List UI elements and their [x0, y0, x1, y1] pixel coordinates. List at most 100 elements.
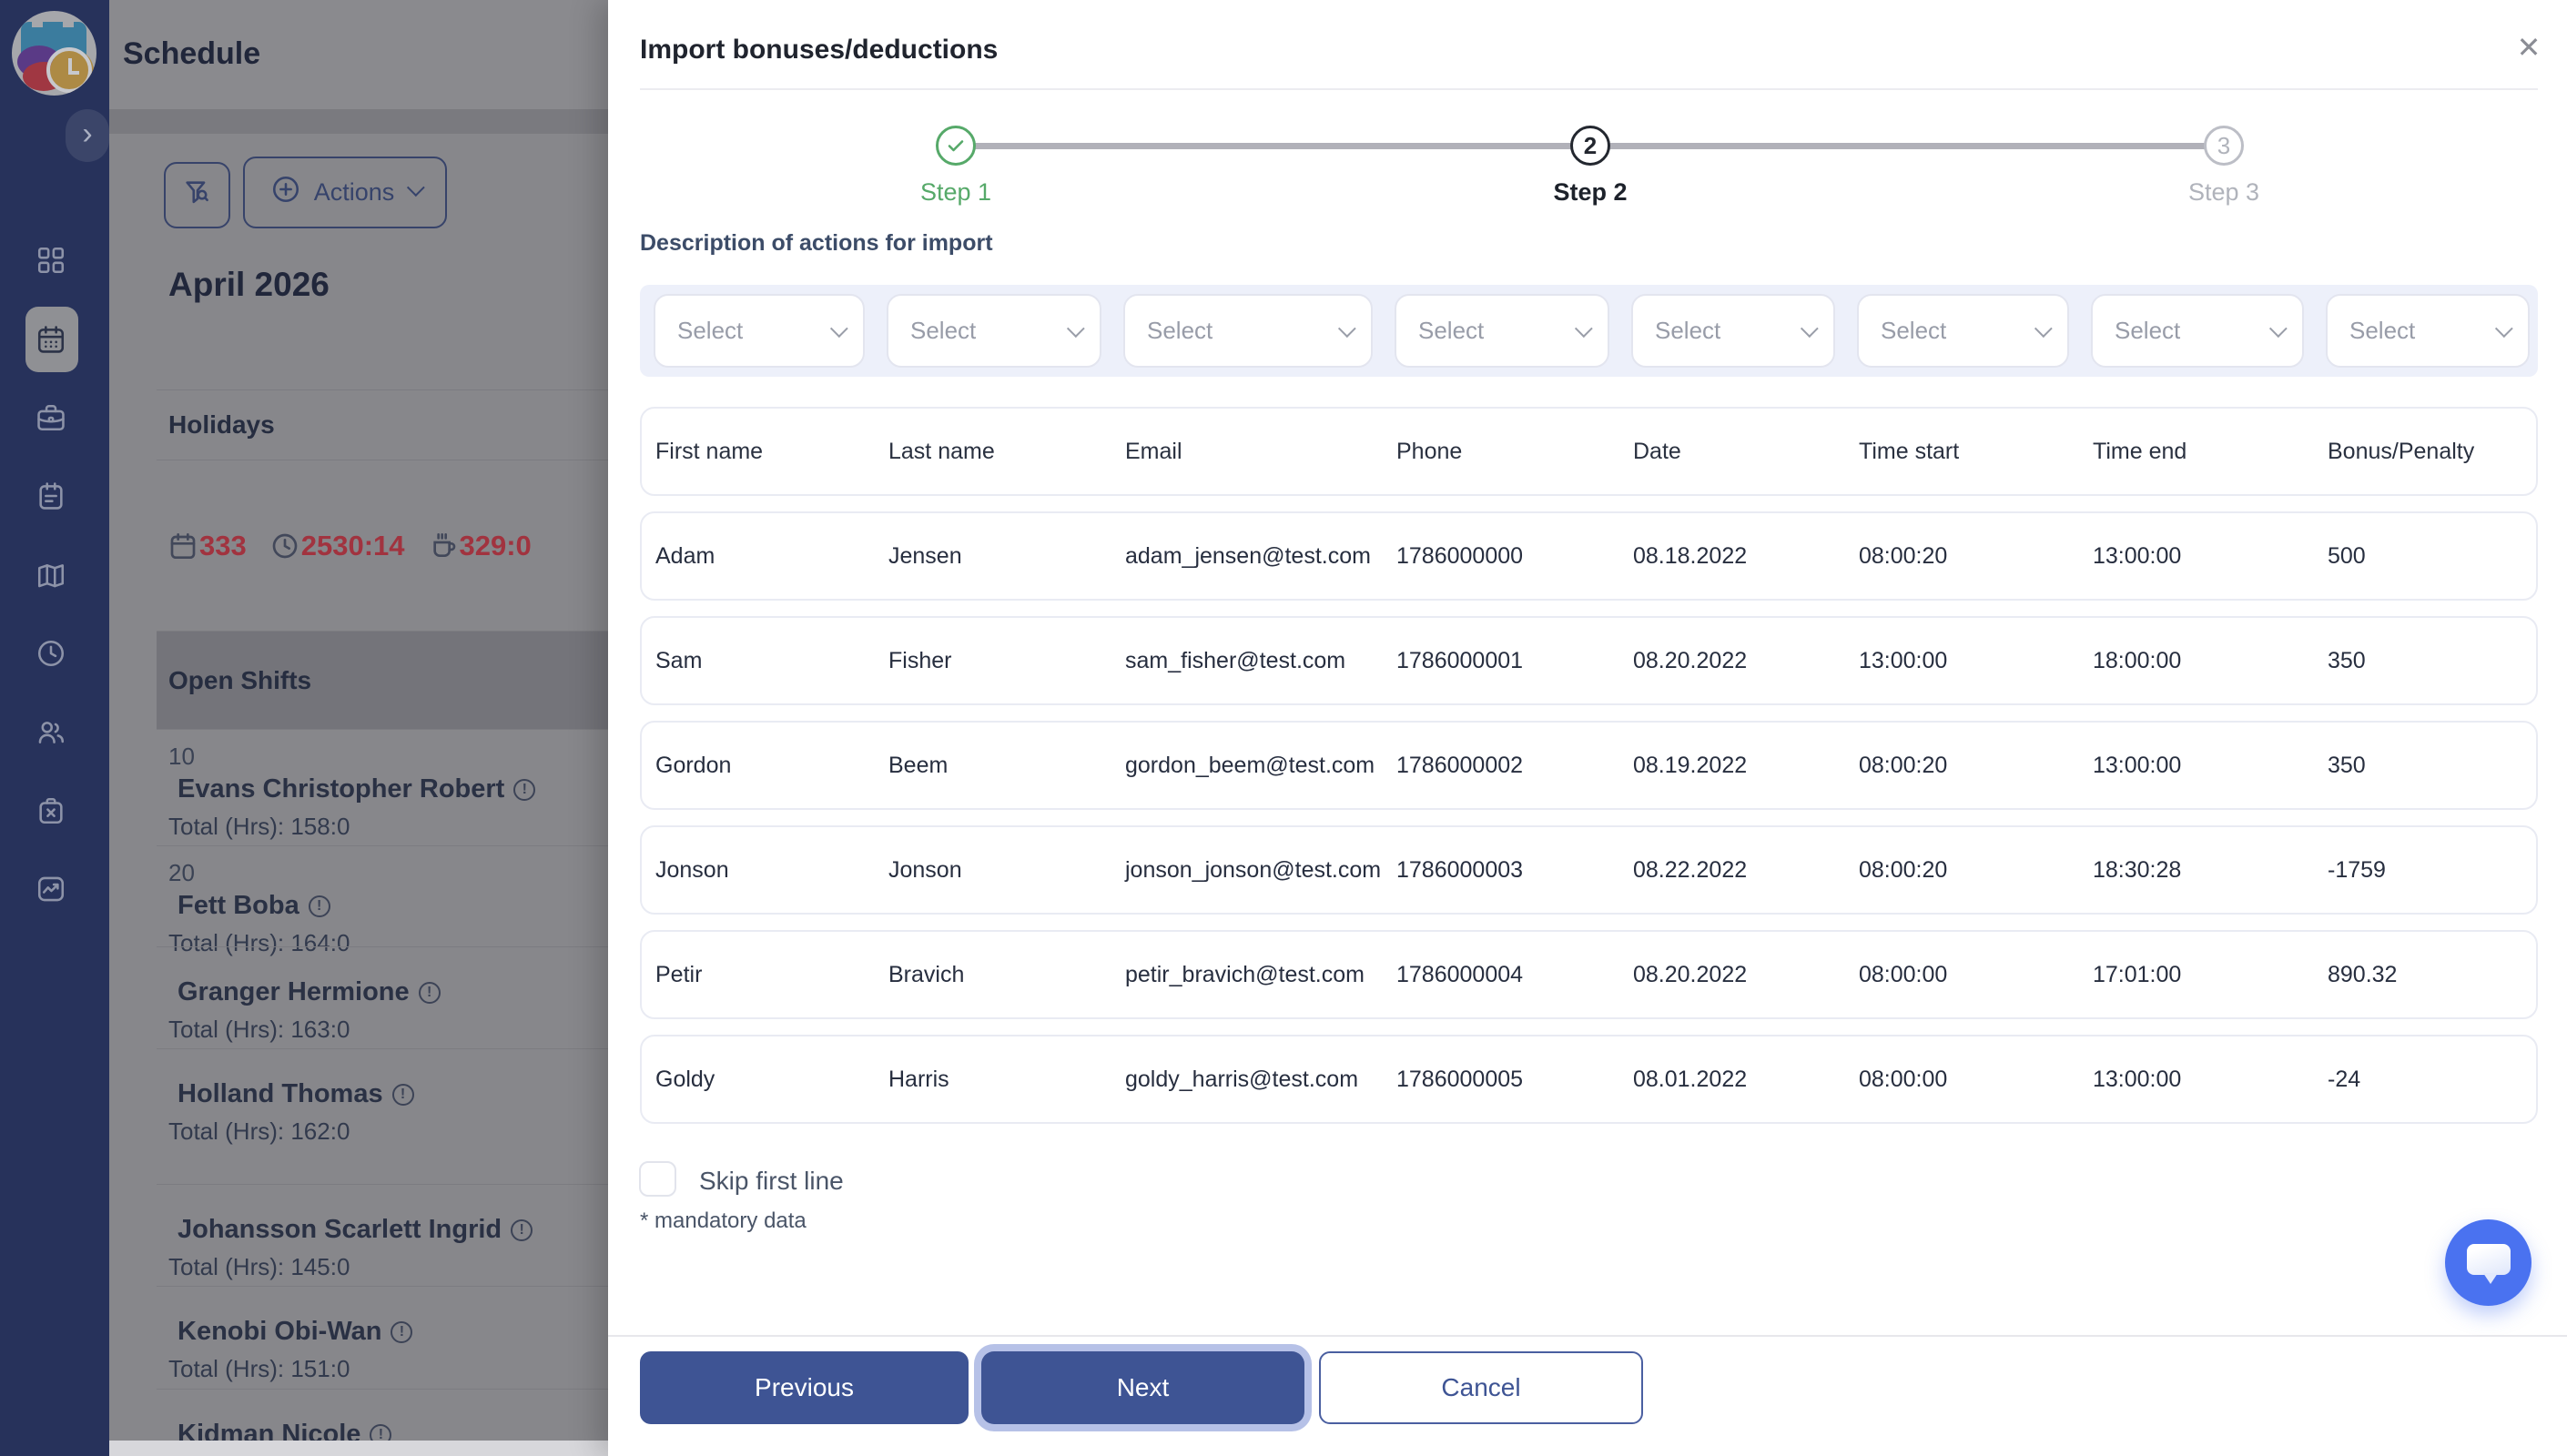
modal-footer-divider	[608, 1335, 2567, 1337]
chevron-down-icon	[2494, 318, 2513, 338]
holidays-row: Holidays	[157, 389, 608, 460]
import-preview-table: First name Last name Email Phone Date Time …	[640, 407, 2538, 1139]
column-select[interactable]: Select	[1631, 294, 1835, 368]
map-icon[interactable]	[36, 560, 66, 591]
employee-name: Granger Hermione	[178, 977, 410, 1006]
horizontal-scrollbar-track[interactable]	[109, 1441, 608, 1456]
step-1-circle	[936, 126, 976, 166]
employee-name: Fett Boba	[178, 891, 299, 920]
employee-row[interactable]: Kenobi Obi-Wan! Total (Hrs): 151:0	[157, 1286, 608, 1389]
employee-total: Total (Hrs): 164:0	[168, 929, 350, 956]
mandatory-data-note: * mandatory data	[640, 1208, 807, 1233]
chevron-down-icon	[1337, 318, 1356, 338]
info-icon[interactable]: !	[513, 778, 536, 801]
chevron-down-icon	[829, 318, 848, 338]
chevron-down-icon	[1574, 318, 1593, 338]
shift-count: 10	[168, 743, 195, 770]
employee-name: Johansson Scarlett Ingrid	[178, 1215, 502, 1244]
employee-row[interactable]: 10 Evans Christopher Robert! Total (Hrs)…	[157, 729, 608, 845]
step-3-label: Step 3	[2187, 178, 2260, 206]
employee-row[interactable]: Granger Hermione! Total (Hrs): 163:0	[157, 946, 608, 1048]
briefcase-icon[interactable]	[36, 402, 66, 433]
employee-name: Holland Thomas	[178, 1079, 383, 1108]
next-button[interactable]: Next	[981, 1351, 1304, 1424]
stats-row: 333 2530:14 329:0	[157, 460, 608, 631]
stat-hours: 2530:14	[270, 530, 405, 562]
column-select[interactable]: Select	[654, 294, 865, 368]
employee-total: Total (Hrs): 162:0	[168, 1117, 350, 1145]
table-row: Petir Bravich petir_bravich@test.com 17860…	[640, 930, 2538, 1019]
chevron-down-icon	[2034, 318, 2053, 338]
chevron-down-icon	[1800, 318, 1819, 338]
chevron-down-icon	[407, 177, 425, 197]
step-3-circle: 3	[2204, 126, 2244, 166]
calendar-icon[interactable]	[36, 324, 66, 355]
skip-first-line-label: Skip first line	[699, 1167, 844, 1195]
chevron-down-icon	[2268, 318, 2288, 338]
page-header	[109, 0, 608, 109]
activity-chart-icon[interactable]	[36, 874, 66, 905]
shift-count: 20	[168, 859, 195, 886]
holidays-label: Holidays	[168, 410, 275, 439]
table-header-row: First name Last name Email Phone Date Time …	[640, 407, 2538, 496]
stat-days: 333	[168, 530, 247, 562]
actions-button[interactable]: Actions	[243, 157, 447, 228]
employee-name: Kenobi Obi-Wan	[178, 1317, 382, 1346]
info-icon[interactable]: !	[308, 895, 330, 917]
column-select[interactable]: Select	[1395, 294, 1609, 368]
info-icon[interactable]: !	[418, 981, 441, 1004]
stat-breaks: 329:0	[429, 530, 532, 562]
column-select[interactable]: Select	[1857, 294, 2069, 368]
case-x-icon[interactable]	[36, 795, 66, 826]
employee-total: Total (Hrs): 158:0	[168, 813, 350, 840]
page-title: Schedule	[123, 36, 261, 71]
filter-button[interactable]	[164, 162, 230, 228]
clock-icon[interactable]	[36, 638, 66, 669]
chevron-down-icon	[1066, 318, 1085, 338]
chat-widget-button[interactable]	[2445, 1219, 2531, 1306]
employee-name: Evans Christopher Robert	[178, 774, 505, 804]
calendar-icon	[170, 532, 196, 559]
column-select[interactable]: Select	[1123, 294, 1373, 368]
table-row: Sam Fisher sam_fisher@test.com 1786000001 …	[640, 616, 2538, 705]
active-nav-highlight	[25, 307, 78, 372]
sidebar-collapse-button[interactable]: ›	[66, 109, 109, 162]
employee-total: Total (Hrs): 163:0	[168, 1016, 350, 1043]
close-icon[interactable]: ✕	[2516, 31, 2542, 64]
filter-icon	[182, 177, 213, 213]
step-2-label: Step 2	[1553, 178, 1628, 206]
table-row: Jonson Jonson jonson_jonson@test.com 17860…	[640, 825, 2538, 915]
info-icon[interactable]: !	[391, 1083, 414, 1106]
info-icon[interactable]: !	[391, 1320, 413, 1343]
plus-circle-icon	[270, 174, 301, 211]
users-icon[interactable]	[36, 717, 66, 748]
column-select[interactable]: Select	[2326, 294, 2530, 368]
table-row: Gordon Beem gordon_beem@test.com 178600000…	[640, 721, 2538, 810]
column-select[interactable]: Select	[2091, 294, 2304, 368]
cancel-button[interactable]: Cancel	[1319, 1351, 1643, 1424]
table-row: Adam Jensen adam_jensen@test.com 178600000…	[640, 511, 2538, 601]
employee-row[interactable]: 20 Fett Boba! Total (Hrs): 164:0	[157, 845, 608, 956]
employee-total: Total (Hrs): 145:0	[168, 1253, 350, 1280]
skip-first-line-checkbox[interactable]	[639, 1161, 676, 1197]
modal-header-divider	[640, 88, 2538, 90]
month-title: April 2026	[168, 266, 330, 303]
column-select[interactable]: Select	[887, 294, 1101, 368]
open-shifts-label: Open Shifts	[168, 665, 312, 694]
app-logo	[12, 11, 96, 96]
column-mapping-strip: Select Select Select Select Select Selec…	[640, 285, 2538, 377]
step-2-circle: 2	[1570, 126, 1610, 166]
layout-grid-icon[interactable]	[36, 245, 66, 276]
check-icon	[948, 140, 964, 152]
info-icon[interactable]: !	[511, 1218, 533, 1241]
previous-button[interactable]: Previous	[640, 1351, 969, 1424]
step-1-label: Step 1	[919, 178, 992, 206]
chat-bubble-icon	[2467, 1244, 2511, 1275]
employee-row[interactable]: Johansson Scarlett Ingrid! Total (Hrs): …	[157, 1184, 608, 1286]
employee-row[interactable]: Holland Thomas! Total (Hrs): 162:0	[157, 1048, 608, 1184]
calendar-notes-icon[interactable]	[36, 480, 66, 511]
modal-title: Import bonuses/deductions	[640, 35, 999, 65]
open-shifts-row[interactable]: Open Shifts	[157, 631, 608, 729]
import-description-label: Description of actions for import	[640, 230, 993, 256]
actions-label: Actions	[313, 178, 395, 206]
